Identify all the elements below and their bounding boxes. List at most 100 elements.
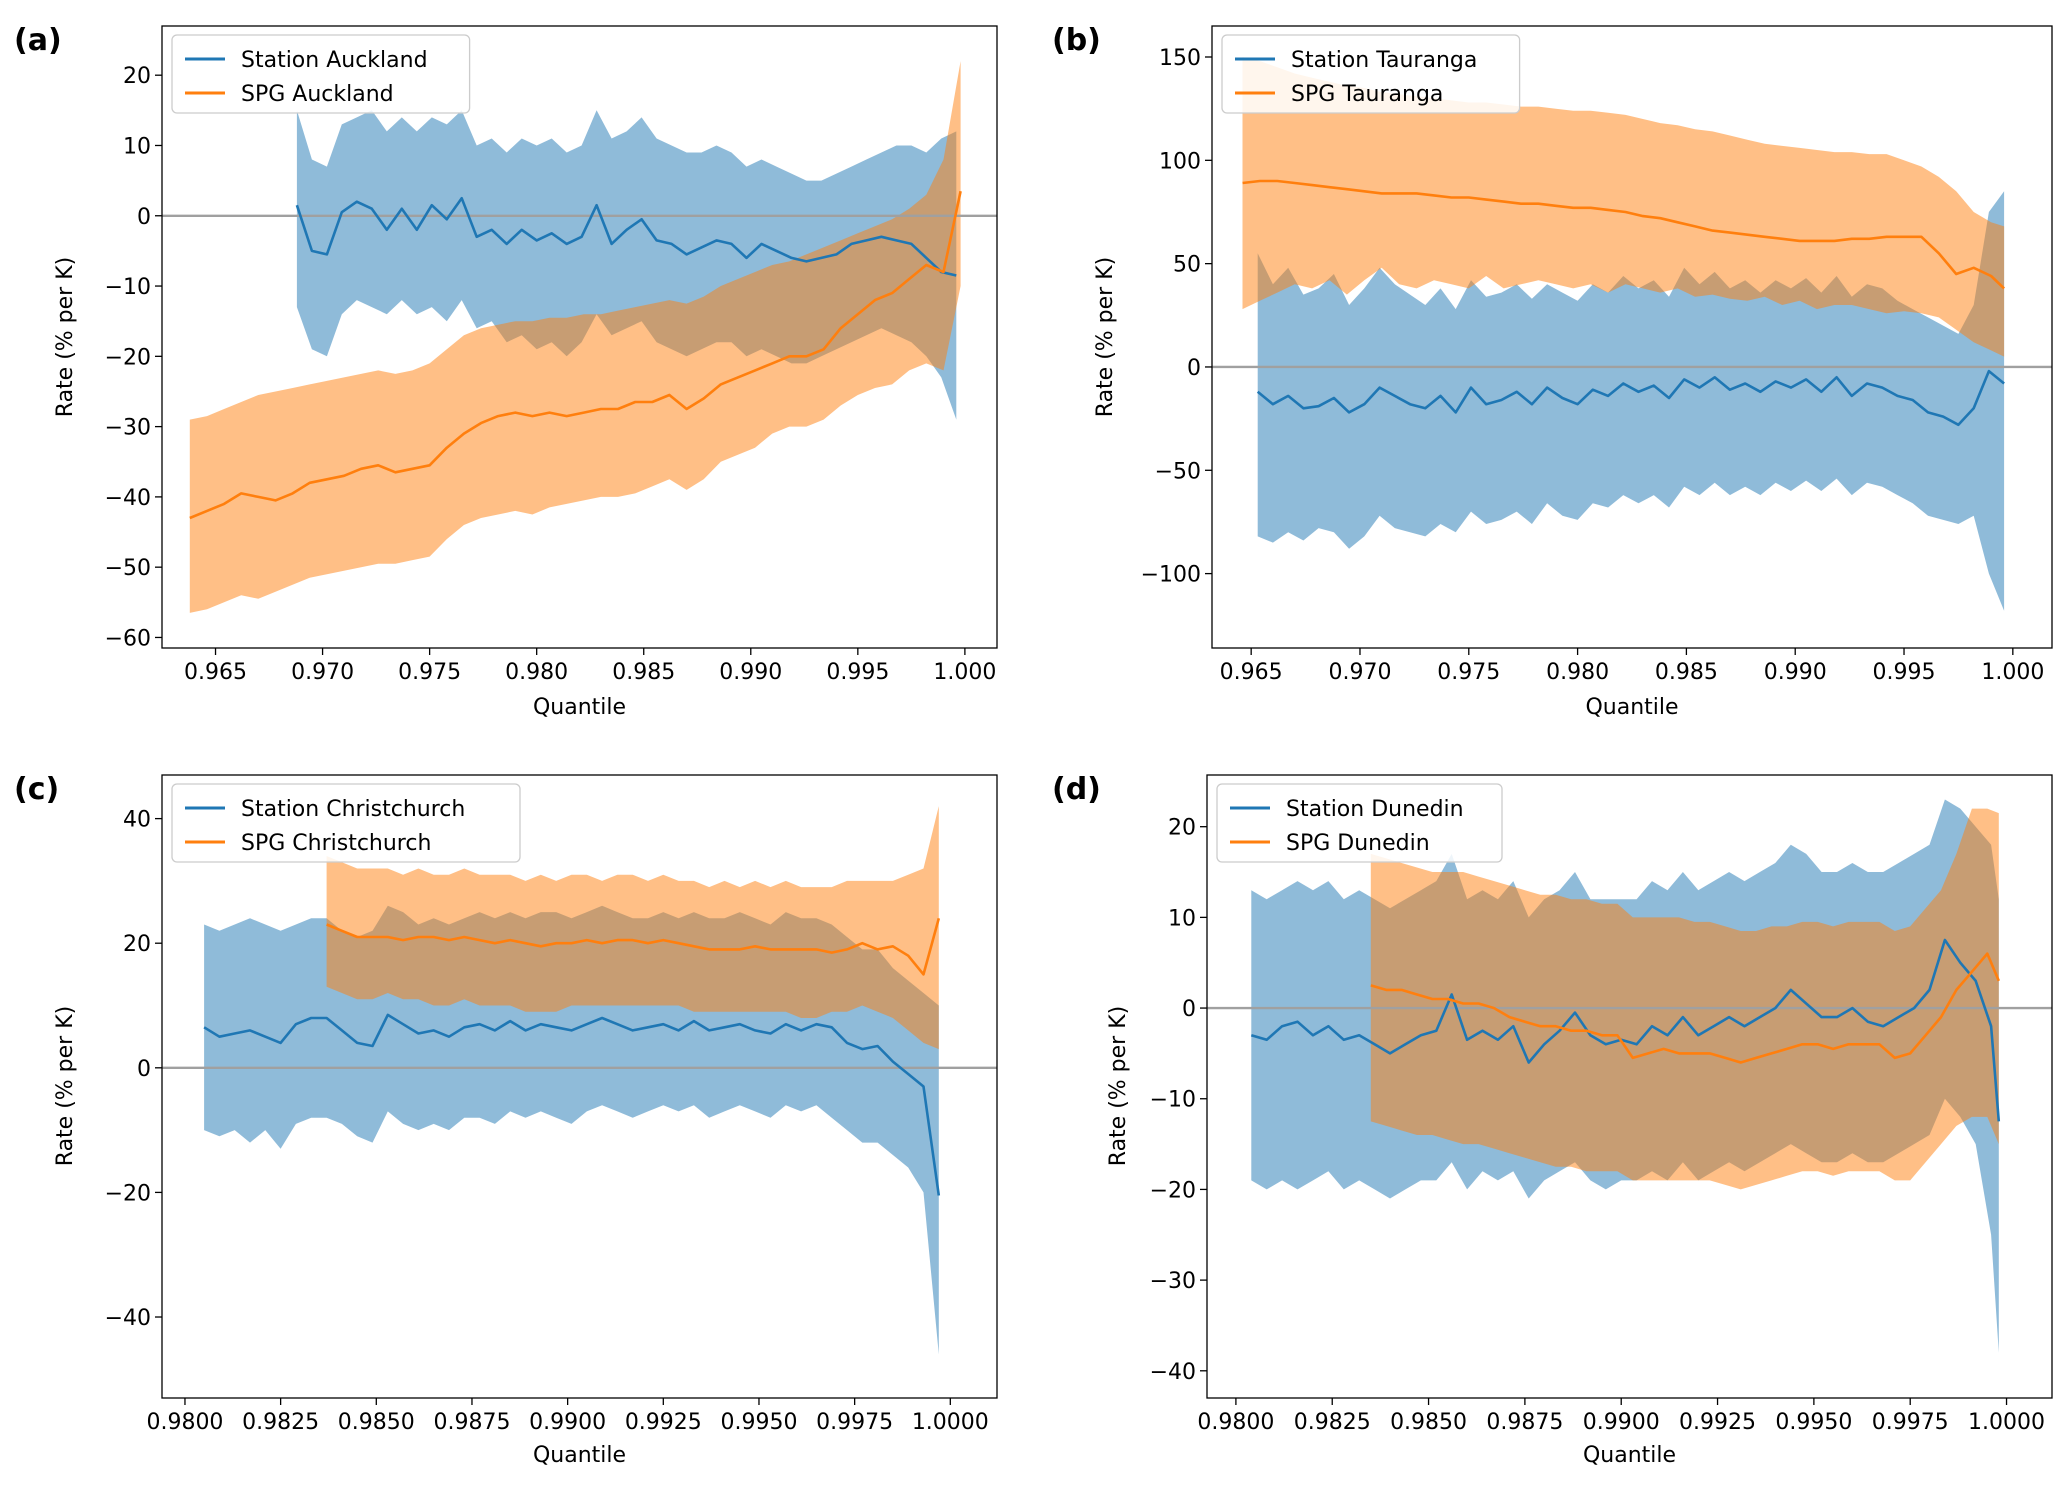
series-line bbox=[295, 196, 957, 277]
legend-box bbox=[1221, 34, 1521, 114]
legend-label: SPG Christchurch bbox=[241, 831, 431, 856]
confidence-band bbox=[326, 806, 939, 1050]
x-tick-label: 0.9975 bbox=[816, 1410, 893, 1435]
y-tick-label: −60 bbox=[105, 626, 151, 651]
x-axis-label: Quantile bbox=[533, 1443, 626, 1468]
legend: Station Auckland SPG Auckland bbox=[171, 34, 471, 114]
x-tick-label: 0.9850 bbox=[338, 1410, 415, 1435]
x-tick-label: 0.990 bbox=[1764, 660, 1827, 685]
y-tick-label: −20 bbox=[105, 345, 151, 370]
x-tick-label: 0.970 bbox=[291, 660, 354, 685]
y-tick-label: 10 bbox=[123, 134, 151, 159]
y-tick-label: −50 bbox=[105, 556, 151, 581]
x-tick-label: 0.9850 bbox=[1390, 1410, 1467, 1435]
y-tick-label: 20 bbox=[1168, 816, 1196, 841]
x-tick-label: 0.9800 bbox=[146, 1410, 223, 1435]
chart-panel: 0.965 0.970 0.975 0.980 0.985 0.990 0.995 1.000… bbox=[14, 23, 998, 720]
x-tick-label: 1.000 bbox=[933, 660, 996, 685]
x-tick-label: 0.9900 bbox=[529, 1410, 606, 1435]
y-tick-label: 0 bbox=[1187, 356, 1201, 381]
y-axis-label: Rate (% per K) bbox=[53, 257, 78, 417]
series-line bbox=[203, 1013, 941, 1196]
y-axis-label: Rate (% per K) bbox=[1093, 257, 1118, 417]
chart-panel: 0.9800 0.9825 0.9850 0.9875 0.9900 0.9925 0.99… bbox=[1052, 772, 2053, 1468]
y-tick-label: 0 bbox=[1182, 997, 1196, 1022]
x-tick-label: 0.980 bbox=[505, 660, 568, 685]
legend-box bbox=[1216, 783, 1503, 863]
x-tick-label: 0.970 bbox=[1328, 660, 1391, 685]
series-line bbox=[1250, 938, 2001, 1122]
legend-label: SPG Dunedin bbox=[1286, 831, 1430, 856]
y-tick-label: 40 bbox=[123, 808, 151, 833]
axes-frame bbox=[1211, 25, 2053, 649]
y-tick-label: −100 bbox=[1141, 563, 1201, 588]
chart-panel: 0.9800 0.9825 0.9850 0.9875 0.9900 0.9925 0.99… bbox=[14, 772, 998, 1468]
y-tick-label: 50 bbox=[1173, 253, 1201, 278]
plot-content bbox=[162, 806, 997, 1355]
legend: Station Christchurch SPG Christchurch bbox=[171, 783, 521, 863]
y-tick-label: −30 bbox=[1150, 1269, 1196, 1294]
y-tick-label: −40 bbox=[1150, 1360, 1196, 1385]
x-tick-label: 0.975 bbox=[398, 660, 461, 685]
y-tick-label: −40 bbox=[105, 1306, 151, 1331]
y-tick-label: 10 bbox=[1168, 906, 1196, 931]
legend-label: Station Auckland bbox=[241, 48, 428, 73]
y-axis-label: Rate (% per K) bbox=[1106, 1006, 1131, 1166]
y-tick-label: 20 bbox=[123, 932, 151, 957]
x-axis-label: Quantile bbox=[1583, 1443, 1676, 1468]
x-tick-label: 0.9950 bbox=[720, 1410, 797, 1435]
x-tick-label: 0.995 bbox=[826, 660, 889, 685]
plot-content bbox=[1212, 57, 2052, 611]
confidence-band bbox=[1242, 57, 2005, 357]
x-tick-label: 0.9875 bbox=[433, 1410, 510, 1435]
x-axis-label: Quantile bbox=[533, 695, 626, 720]
y-tick-label: −30 bbox=[105, 416, 151, 441]
x-tick-label: 1.0000 bbox=[912, 1410, 989, 1435]
x-tick-label: 0.990 bbox=[719, 660, 782, 685]
x-tick-label: 1.000 bbox=[1981, 660, 2044, 685]
y-tick-label: 150 bbox=[1159, 46, 1201, 71]
axes-frame bbox=[161, 25, 998, 649]
x-tick-label: 0.9800 bbox=[1197, 1410, 1274, 1435]
plot-content bbox=[162, 61, 997, 613]
confidence-band bbox=[204, 905, 939, 1355]
plot-content bbox=[1207, 799, 2052, 1353]
x-tick-label: 0.9975 bbox=[1872, 1410, 1949, 1435]
series-line bbox=[1256, 369, 2005, 427]
legend-label: Station Christchurch bbox=[241, 797, 465, 822]
legend-label: Station Dunedin bbox=[1286, 797, 1464, 822]
series-line bbox=[1242, 179, 2005, 290]
series-line bbox=[1370, 952, 2000, 1064]
x-tick-label: 0.9825 bbox=[1294, 1410, 1371, 1435]
chart-panel: 0.965 0.970 0.975 0.980 0.985 0.990 0.995 1.000… bbox=[1052, 23, 2053, 720]
legend-label: Station Tauranga bbox=[1291, 48, 1477, 73]
x-tick-label: 0.975 bbox=[1437, 660, 1500, 685]
y-tick-label: −50 bbox=[1155, 459, 1201, 484]
x-tick-label: 0.9825 bbox=[242, 1410, 319, 1435]
x-tick-label: 0.965 bbox=[184, 660, 247, 685]
y-tick-label: 20 bbox=[123, 64, 151, 89]
y-tick-label: −20 bbox=[1150, 1178, 1196, 1203]
x-tick-label: 0.9925 bbox=[625, 1410, 702, 1435]
x-axis-label: Quantile bbox=[1585, 695, 1678, 720]
x-tick-label: 0.980 bbox=[1546, 660, 1609, 685]
x-tick-label: 0.9925 bbox=[1679, 1410, 1756, 1435]
x-tick-label: 0.985 bbox=[612, 660, 675, 685]
y-tick-label: −10 bbox=[1150, 1088, 1196, 1113]
panel-letter: (b) bbox=[1052, 23, 1101, 58]
y-tick-label: −40 bbox=[105, 486, 151, 511]
axes-frame bbox=[161, 774, 998, 1399]
x-tick-label: 0.9900 bbox=[1583, 1410, 1660, 1435]
x-tick-label: 0.965 bbox=[1220, 660, 1283, 685]
series-line bbox=[189, 190, 962, 520]
legend-label: SPG Tauranga bbox=[1291, 82, 1443, 107]
y-tick-label: 0 bbox=[137, 1057, 151, 1082]
y-axis-label: Rate (% per K) bbox=[53, 1006, 78, 1166]
x-tick-label: 1.0000 bbox=[1968, 1410, 2045, 1435]
series-line bbox=[326, 917, 941, 976]
legend: Station Tauranga SPG Tauranga bbox=[1221, 34, 1521, 114]
confidence-band bbox=[189, 61, 961, 613]
y-tick-label: −10 bbox=[105, 275, 151, 300]
panel-letter: (d) bbox=[1052, 772, 1101, 807]
